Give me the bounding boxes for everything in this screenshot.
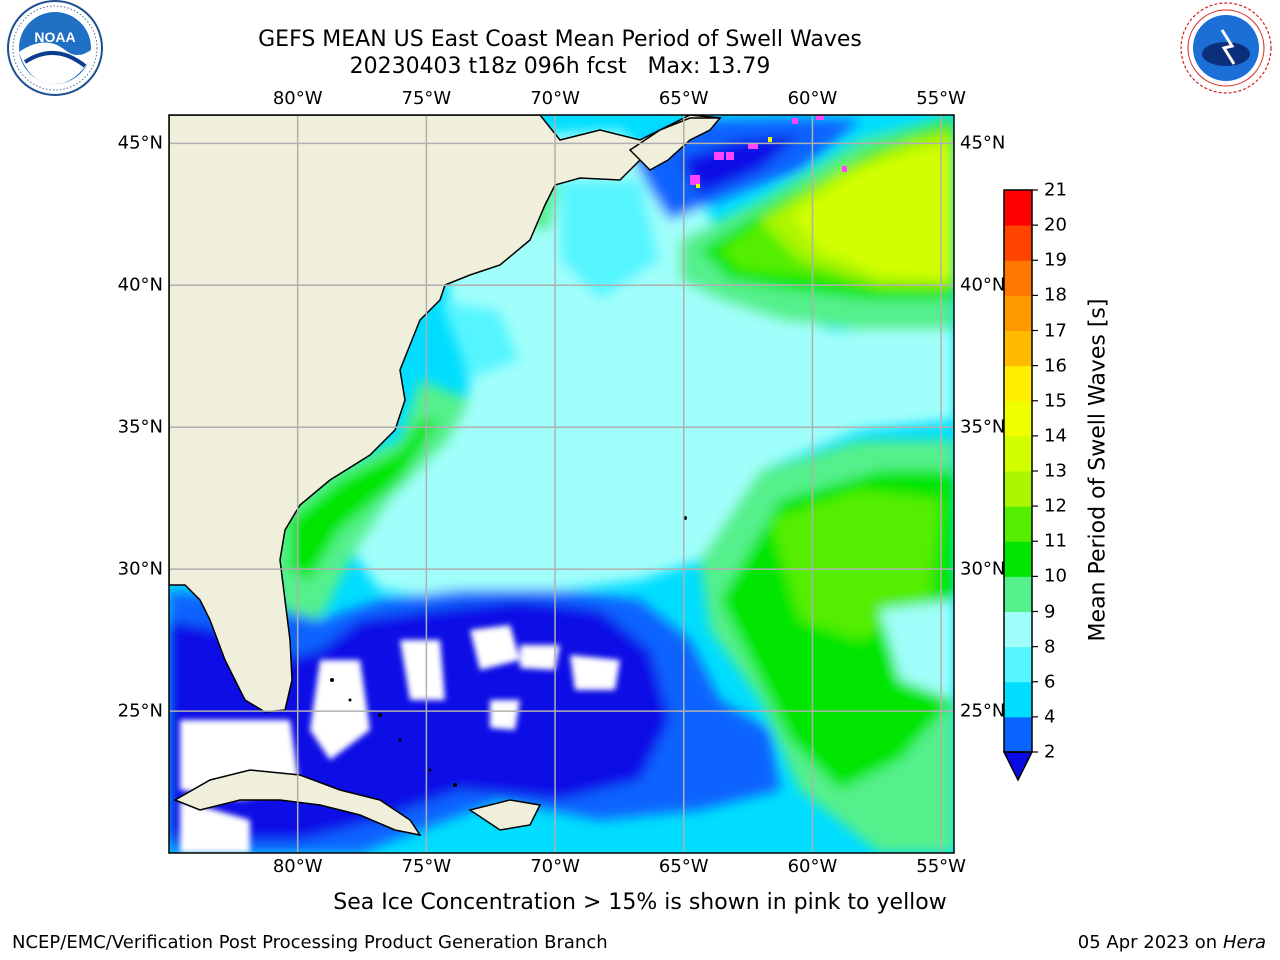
colorbar-segment bbox=[1004, 225, 1032, 261]
colorbar-segment bbox=[1004, 400, 1032, 437]
lon-tick-label-bottom: 55°W bbox=[916, 856, 966, 877]
colorbar-title: Mean Period of Swell Waves [s] bbox=[1085, 298, 1111, 642]
nws-logo bbox=[1180, 2, 1272, 94]
colorbar-tick-label: 8 bbox=[1044, 636, 1056, 658]
map-gridlines bbox=[169, 115, 954, 853]
colorbar-segment bbox=[1004, 330, 1032, 367]
lon-tick-label-bottom: 60°W bbox=[787, 856, 838, 877]
colorbar-tick-label: 19 bbox=[1044, 249, 1067, 271]
hispaniola-land bbox=[468, 799, 542, 831]
colorbar-segment bbox=[1004, 506, 1032, 542]
credit-text: NCEP/EMC/Verification Post Processing Pr… bbox=[12, 932, 608, 953]
lon-tick-label-bottom: 80°W bbox=[272, 856, 323, 877]
colorbar-tick-label: 11 bbox=[1044, 530, 1067, 552]
colorbar-segment bbox=[1004, 576, 1032, 612]
cuba-land bbox=[173, 769, 422, 837]
lat-tick-label-right: 35°N bbox=[960, 416, 1006, 438]
colorbar-tick-label: 17 bbox=[1044, 320, 1067, 341]
colorbar-segment bbox=[1004, 681, 1032, 718]
colorbar-segment bbox=[1004, 295, 1032, 331]
colorbar-segment bbox=[1004, 365, 1032, 402]
noaa-logo-text: NOAA bbox=[34, 29, 75, 45]
colorbar-tick-label: 18 bbox=[1044, 284, 1067, 306]
chart-subtitle: 20230403 t18z 096h fcst Max: 13.79 bbox=[349, 54, 771, 79]
lat-tick-label-left: 25°N bbox=[117, 700, 163, 722]
colorbar-tick-label: 16 bbox=[1044, 355, 1067, 377]
colorbar-segment bbox=[1004, 541, 1032, 577]
lon-tick-label-top: 75°W bbox=[401, 88, 452, 109]
colorbar-segment bbox=[1004, 190, 1032, 226]
credit-date-text: 05 Apr 2023 on bbox=[1077, 932, 1223, 953]
lat-tick-label-left: 30°N bbox=[117, 558, 163, 580]
lon-tick-label-top: 80°W bbox=[272, 88, 323, 109]
lat-tick-label-right: 45°N bbox=[960, 132, 1006, 154]
lat-tick-label-left: 35°N bbox=[117, 416, 163, 438]
lon-tick-label-top: 60°W bbox=[787, 88, 838, 109]
colorbar-segment bbox=[1004, 646, 1032, 683]
colorbar-tick-label: 20 bbox=[1044, 214, 1067, 236]
credit-host: Hera bbox=[1222, 932, 1266, 953]
chart-title: GEFS MEAN US East Coast Mean Period of S… bbox=[258, 27, 862, 52]
lat-tick-label-right: 40°N bbox=[960, 274, 1006, 296]
colorbar bbox=[1002, 189, 1038, 782]
colorbar-segment bbox=[1004, 435, 1032, 472]
lat-tick-label-left: 45°N bbox=[117, 132, 163, 154]
colorbar-segment bbox=[1004, 471, 1032, 507]
noaa-logo: NOAA bbox=[7, 0, 103, 96]
lon-tick-label-top: 65°W bbox=[658, 88, 709, 109]
sea-ice-note: Sea Ice Concentration > 15% is shown in … bbox=[333, 890, 947, 915]
colorbar-tick-label: 14 bbox=[1044, 425, 1067, 447]
lon-tick-label-top: 55°W bbox=[916, 88, 966, 109]
lat-tick-label-right: 25°N bbox=[960, 700, 1006, 722]
colorbar-tick-label: 10 bbox=[1044, 565, 1067, 587]
colorbar-under-extension bbox=[1002, 751, 1034, 782]
lon-tick-label-bottom: 65°W bbox=[658, 856, 709, 877]
colorbar-tick-label: 9 bbox=[1044, 601, 1056, 622]
sea-ice-markers bbox=[690, 115, 847, 188]
colorbar-tick-label: 6 bbox=[1044, 671, 1056, 693]
colorbar-segment bbox=[1004, 716, 1032, 753]
lon-tick-label-bottom: 70°W bbox=[530, 856, 580, 877]
colorbar-tick-label: 15 bbox=[1044, 390, 1067, 412]
lon-tick-label-top: 70°W bbox=[530, 88, 580, 109]
colorbar-segment bbox=[1004, 611, 1032, 648]
colorbar-tick-label: 4 bbox=[1044, 706, 1056, 728]
credit-date: 05 Apr 2023 on Hera bbox=[1078, 932, 1266, 953]
swell-period-field bbox=[169, 115, 954, 853]
lon-tick-label-bottom: 75°W bbox=[401, 856, 452, 877]
colorbar-tick-label: 21 bbox=[1044, 179, 1067, 201]
lat-tick-label-left: 40°N bbox=[117, 274, 163, 296]
colorbar-tick-label: 12 bbox=[1044, 495, 1067, 517]
lat-tick-label-right: 30°N bbox=[960, 558, 1006, 580]
map-frame bbox=[168, 114, 955, 854]
colorbar-tick-label: 2 bbox=[1044, 741, 1056, 763]
colorbar-segment bbox=[1004, 260, 1032, 296]
colorbar-tick-label: 13 bbox=[1044, 460, 1067, 482]
